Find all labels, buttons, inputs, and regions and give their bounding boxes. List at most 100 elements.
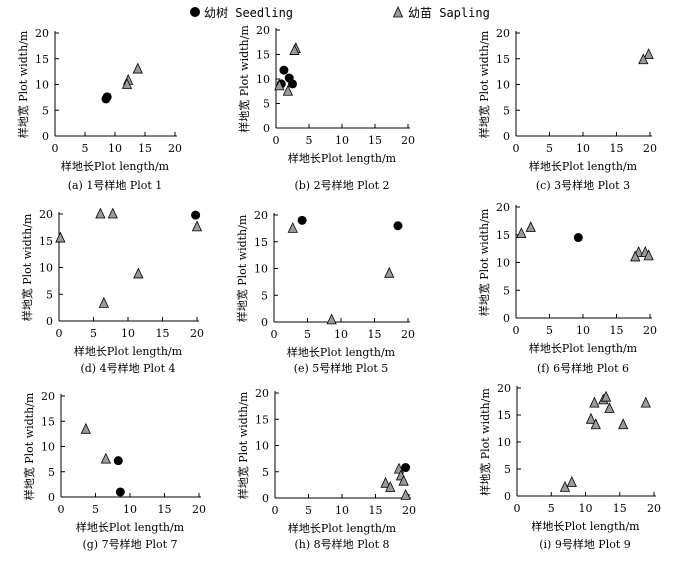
x-tick-label: 10	[579, 502, 593, 515]
x-tick-label: 0	[513, 324, 520, 337]
plot-panel-8: 0 5 10 15 20 0 5 10 15 20 样地长Plot length/m 样地宽 Plot…	[236, 387, 416, 551]
seedling-point	[113, 456, 123, 466]
y-tick-label: 10	[41, 441, 55, 454]
y-tick-label: 20	[496, 201, 510, 214]
sapling-point	[282, 84, 294, 96]
x-tick-label: 15	[158, 503, 172, 516]
sapling-point	[287, 221, 298, 233]
y-tick-label: 20	[41, 390, 55, 403]
x-tick-label: 5	[546, 142, 553, 155]
y-tick-label: 15	[39, 235, 53, 248]
x-axis-title: 样地长Plot length/m	[287, 345, 396, 359]
x-tick-label: 20	[168, 142, 182, 155]
y-axis-title: 样地宽 Plot width/m	[20, 213, 34, 321]
y-axis-title: 样地宽 Plot width/m	[477, 208, 491, 316]
y-tick-label: 0	[261, 316, 268, 329]
x-tick-label: 10	[576, 324, 590, 337]
sapling-point	[289, 44, 300, 55]
y-tick-label: 20	[256, 24, 270, 37]
sapling-point	[585, 412, 597, 424]
y-tick-label: 5	[261, 289, 268, 302]
y-tick-label: 5	[262, 466, 269, 479]
x-tick-label: 0	[273, 134, 280, 147]
sapling-point	[385, 481, 396, 492]
y-axis-title: 样地宽 Plot width/m	[235, 214, 249, 322]
x-tick-label: 10	[121, 327, 135, 340]
y-tick-label: 15	[496, 229, 510, 242]
x-tick-label: 0	[56, 327, 63, 340]
y-tick-label: 0	[263, 122, 270, 135]
x-tick-label: 0	[514, 502, 521, 515]
sapling-point	[98, 296, 109, 308]
y-tick-label: 0	[504, 490, 511, 503]
x-tick-label: 0	[58, 503, 65, 516]
x-axis-title: 样地长Plot length/m	[531, 519, 640, 533]
y-tick-label: 5	[42, 104, 49, 117]
x-tick-label: 10	[123, 503, 137, 516]
panel-caption: (a) 1号样地 Plot 1	[68, 178, 163, 192]
panel-caption: (c) 3号样地 Plot 3	[536, 178, 630, 192]
panel-caption: (h) 8号样地 Plot 8	[294, 537, 389, 551]
x-tick-label: 10	[335, 504, 349, 517]
y-tick-label: 15	[256, 49, 270, 62]
x-tick-label: 20	[643, 142, 657, 155]
x-tick-label: 15	[156, 327, 170, 340]
sapling-point	[100, 452, 111, 464]
panel-caption: (d) 4号样地 Plot 4	[80, 361, 175, 375]
x-tick-label: 20	[643, 324, 657, 337]
y-tick-label: 15	[497, 409, 511, 422]
sapling-point	[95, 207, 106, 219]
y-tick-label: 10	[497, 436, 511, 449]
y-axis-title: 样地宽 Plot width/m	[477, 30, 491, 138]
y-tick-label: 10	[256, 73, 270, 86]
x-tick-label: 10	[576, 142, 590, 155]
sapling-point	[80, 422, 91, 434]
plot-panel-5: 0 5 10 15 20 0 5 10 15 20 样地长Plot length/m 样地宽 Plot…	[235, 209, 415, 375]
sapling-point	[525, 221, 536, 232]
x-axis-title: 样地长Plot length/m	[74, 344, 183, 358]
sapling-point	[191, 220, 203, 232]
y-tick-label: 15	[41, 415, 55, 428]
plot-panel-4: 0 5 10 15 20 0 5 10 15 20 样地长Plot length/m 样地宽 Plot…	[20, 207, 204, 375]
x-tick-label: 20	[401, 328, 415, 341]
x-axis-title: 样地长Plot length/m	[288, 521, 397, 535]
x-tick-label: 5	[306, 134, 313, 147]
y-tick-label: 10	[39, 262, 53, 275]
y-tick-label: 15	[35, 53, 49, 66]
plot-panel-1: 0 5 10 15 20 0 5 10 15 20 样地长Plot length/m 样地宽 Plot…	[16, 27, 182, 192]
y-tick-label: 0	[503, 312, 510, 325]
seedling-point	[191, 210, 201, 220]
x-tick-label: 0	[513, 142, 520, 155]
sapling-point	[604, 402, 615, 413]
x-tick-label: 5	[305, 504, 312, 517]
x-tick-label: 20	[647, 502, 661, 515]
y-tick-label: 20	[39, 208, 53, 221]
x-tick-label: 20	[190, 327, 204, 340]
seedling-point	[288, 79, 297, 89]
y-axis-title: 样地宽 Plot width/m	[237, 25, 251, 133]
legend-sapling-marker	[392, 6, 404, 18]
y-tick-label: 10	[255, 440, 269, 453]
y-tick-label: 20	[255, 387, 269, 400]
sapling-point	[400, 488, 411, 500]
y-tick-label: 10	[496, 257, 510, 270]
y-tick-label: 0	[503, 130, 510, 143]
x-tick-label: 5	[546, 324, 553, 337]
y-tick-label: 20	[497, 382, 511, 395]
x-tick-label: 0	[272, 504, 279, 517]
x-tick-label: 20	[401, 134, 415, 147]
y-tick-label: 0	[46, 315, 53, 328]
y-tick-label: 10	[254, 263, 268, 276]
panel-caption: (g) 7号样地 Plot 7	[82, 537, 177, 551]
sapling-point	[630, 250, 641, 262]
y-tick-label: 0	[42, 130, 49, 143]
y-tick-label: 20	[35, 27, 49, 40]
x-tick-label: 5	[304, 328, 311, 341]
sapling-point	[566, 476, 577, 487]
y-tick-label: 10	[35, 79, 49, 92]
seedling-point	[573, 233, 583, 243]
legend-sapling-label: 幼苗 Sapling	[408, 6, 490, 20]
x-tick-label: 10	[108, 142, 122, 155]
seedling-point	[297, 215, 307, 225]
